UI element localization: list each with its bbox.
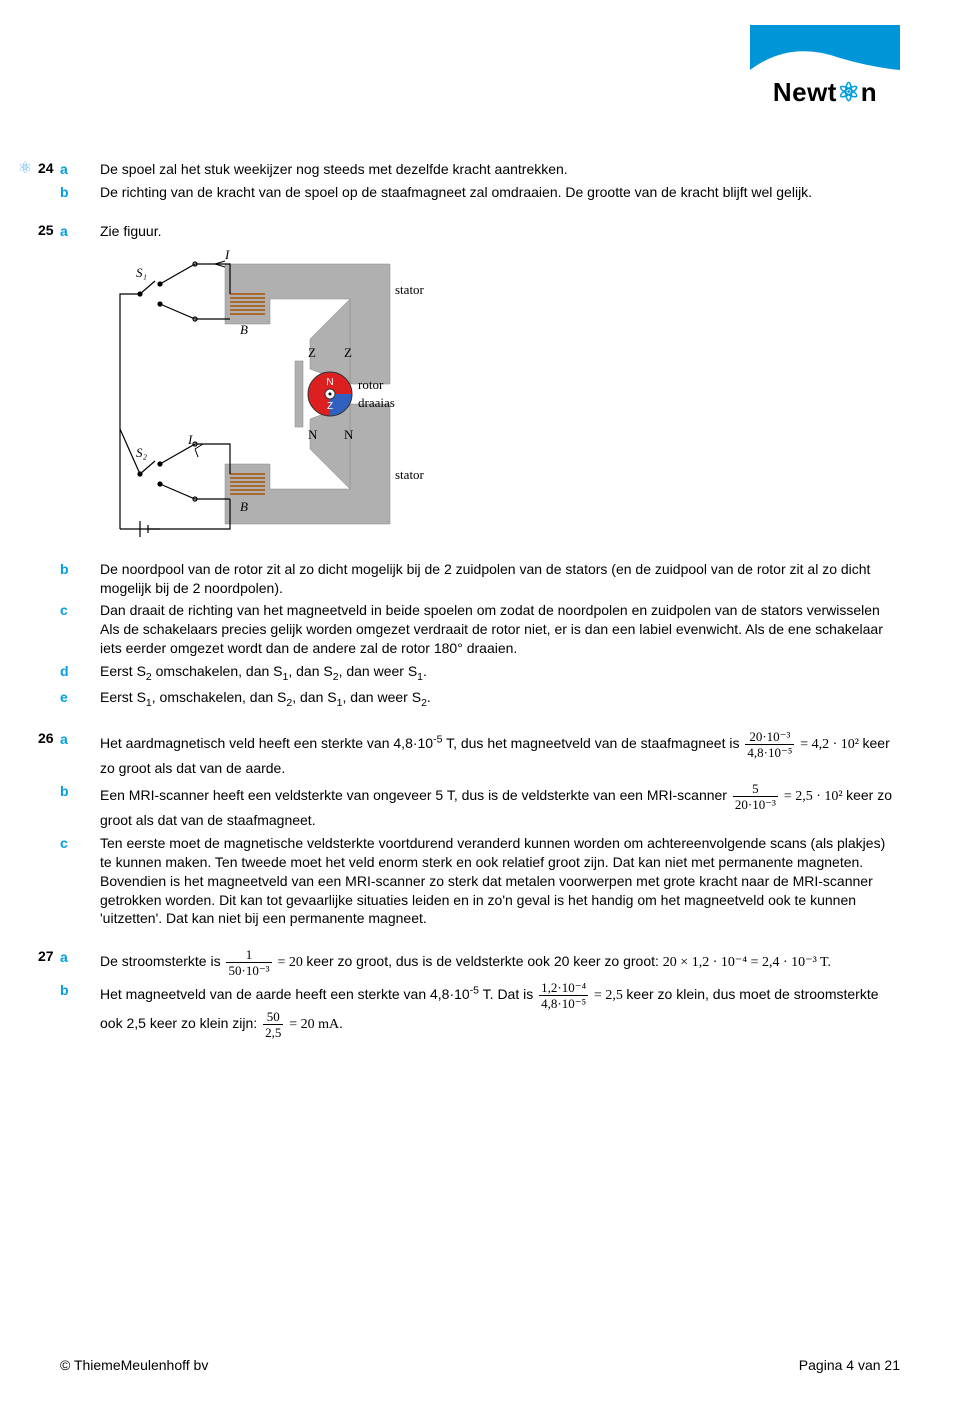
label-s1: S₁ bbox=[136, 265, 147, 280]
label-b: B bbox=[240, 499, 248, 514]
logo-text: Newt⚛n bbox=[750, 77, 900, 108]
answer-letter: c bbox=[60, 601, 100, 658]
question-26: 26 a Het aardmagnetisch veld heeft een s… bbox=[60, 730, 900, 928]
answer-text: De stroomsterkte is 150·10⁻³ = 20 keer z… bbox=[100, 948, 900, 977]
label-i: I bbox=[187, 432, 193, 447]
answer-row: e Eerst S1, omschakelen, dan S2, dan S1,… bbox=[60, 688, 900, 710]
label-z: Z bbox=[344, 345, 352, 360]
footer-copyright: © ThiemeMeulenhoff bv bbox=[60, 1357, 208, 1373]
label-s2: S₂ bbox=[136, 445, 148, 460]
question-24: ⚛ 24 a De spoel zal het stuk weekijzer n… bbox=[60, 160, 900, 202]
answer-row: a Zie figuur. bbox=[60, 222, 900, 241]
answer-letter: c bbox=[60, 834, 100, 928]
answer-letter: b bbox=[60, 782, 100, 830]
answer-row: b De noordpool van de rotor zit al zo di… bbox=[60, 560, 900, 598]
label-i: I bbox=[224, 249, 230, 262]
answer-letter: a bbox=[60, 222, 100, 241]
label-stator: stator bbox=[395, 467, 425, 482]
label-stator: stator bbox=[395, 282, 425, 297]
atom-bullet-icon: ⚛ bbox=[18, 158, 32, 178]
answer-text: Zie figuur. bbox=[100, 222, 900, 241]
answer-letter: a bbox=[60, 948, 100, 977]
question-number: 26 bbox=[38, 730, 54, 746]
logo-wave-icon bbox=[750, 25, 900, 70]
answer-text: Een MRI-scanner heeft een veldsterkte va… bbox=[100, 782, 900, 830]
answer-text: Dan draait de richting van het magneetve… bbox=[100, 601, 900, 658]
answer-letter: a bbox=[60, 730, 100, 778]
rotor-n-label: N bbox=[326, 377, 333, 388]
answer-text: Het magneetveld van de aarde heeft een s… bbox=[100, 981, 900, 1039]
answer-row: c Dan draait de richting van het magneet… bbox=[60, 601, 900, 658]
answer-letter: d bbox=[60, 662, 100, 684]
question-25: 25 a Zie figuur. bbox=[60, 222, 900, 710]
answer-row: d Eerst S2 omschakelen, dan S1, dan S2, … bbox=[60, 662, 900, 684]
answer-text: De spoel zal het stuk weekijzer nog stee… bbox=[100, 160, 900, 179]
answer-text: Het aardmagnetisch veld heeft een sterkt… bbox=[100, 730, 900, 778]
label-draaias: draaias bbox=[358, 395, 395, 410]
answer-text: De richting van de kracht van de spoel o… bbox=[100, 183, 900, 202]
answer-text: Eerst S1, omschakelen, dan S2, dan S1, d… bbox=[100, 688, 900, 710]
answer-text: De noordpool van de rotor zit al zo dich… bbox=[100, 560, 900, 598]
question-number: 25 bbox=[38, 222, 54, 238]
answer-row: b Het magneetveld van de aarde heeft een… bbox=[60, 981, 900, 1039]
rotor-z-label: Z bbox=[327, 401, 333, 412]
question-number: 27 bbox=[38, 948, 54, 964]
page-footer: © ThiemeMeulenhoff bv Pagina 4 van 21 bbox=[60, 1357, 900, 1373]
label-n: N bbox=[344, 427, 354, 442]
circuit-figure: N Z bbox=[100, 249, 430, 539]
question-27: 27 a De stroomsterkte is 150·10⁻³ = 20 k… bbox=[60, 948, 900, 1039]
answer-row: a Het aardmagnetisch veld heeft een ster… bbox=[60, 730, 900, 778]
answer-text: Eerst S2 omschakelen, dan S1, dan S2, da… bbox=[100, 662, 900, 684]
atom-icon: ⚛ bbox=[837, 77, 861, 107]
brand-logo: Newt⚛n bbox=[750, 25, 900, 108]
question-number: 24 bbox=[38, 160, 54, 176]
page: Newt⚛n ⚛ 24 a De spoel zal het stuk week… bbox=[0, 0, 960, 1408]
footer-pagenum: Pagina 4 van 21 bbox=[799, 1357, 900, 1373]
answer-letter: b bbox=[60, 183, 100, 202]
label-z: Z bbox=[308, 345, 316, 360]
answer-letter: a bbox=[60, 160, 100, 179]
answer-text: Ten eerste moet de magnetische veldsterk… bbox=[100, 834, 900, 928]
answer-row: c Ten eerste moet de magnetische veldste… bbox=[60, 834, 900, 928]
label-n: N bbox=[308, 427, 318, 442]
answer-row: b De richting van de kracht van de spoel… bbox=[60, 183, 900, 202]
label-b: B bbox=[240, 322, 248, 337]
label-rotor: rotor bbox=[358, 377, 384, 392]
answer-letter: e bbox=[60, 688, 100, 710]
answer-row: a De spoel zal het stuk weekijzer nog st… bbox=[60, 160, 900, 179]
answer-row: a De stroomsterkte is 150·10⁻³ = 20 keer… bbox=[60, 948, 900, 977]
content: ⚛ 24 a De spoel zal het stuk weekijzer n… bbox=[60, 30, 900, 1039]
answer-row: b Een MRI-scanner heeft een veldsterkte … bbox=[60, 782, 900, 830]
answer-letter: b bbox=[60, 560, 100, 598]
answer-letter: b bbox=[60, 981, 100, 1039]
